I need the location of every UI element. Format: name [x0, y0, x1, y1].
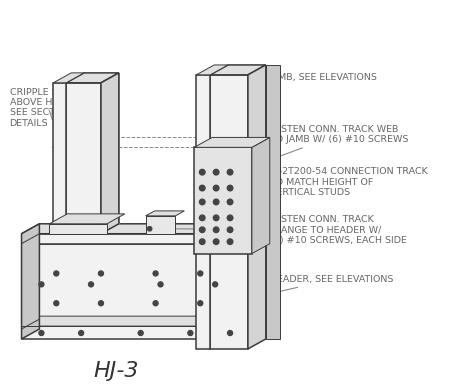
Circle shape [213, 215, 219, 221]
Circle shape [227, 227, 233, 232]
Polygon shape [21, 234, 245, 244]
Polygon shape [21, 224, 39, 339]
Text: CRIPPLE STUDS
ABOVE HEADER,
SEE SECTION
DETAILS: CRIPPLE STUDS ABOVE HEADER, SEE SECTION … [9, 87, 87, 128]
Polygon shape [146, 216, 175, 234]
Polygon shape [53, 73, 84, 83]
Polygon shape [53, 83, 66, 234]
Text: FASTEN CONN. TRACK WEB
TO JAMB W/ (6) #10 SCREWS: FASTEN CONN. TRACK WEB TO JAMB W/ (6) #1… [253, 125, 408, 166]
Circle shape [153, 271, 158, 276]
Circle shape [158, 282, 163, 287]
Polygon shape [210, 75, 248, 349]
Circle shape [54, 271, 59, 276]
Polygon shape [84, 73, 119, 224]
Circle shape [213, 227, 219, 232]
Text: JAMB, SEE ELEVATIONS: JAMB, SEE ELEVATIONS [251, 73, 378, 87]
Polygon shape [146, 211, 184, 216]
Circle shape [99, 271, 103, 276]
Circle shape [198, 301, 203, 306]
Circle shape [147, 227, 152, 231]
Polygon shape [49, 224, 107, 234]
Polygon shape [248, 65, 266, 349]
Polygon shape [21, 234, 263, 244]
Circle shape [200, 199, 205, 205]
Circle shape [188, 330, 193, 336]
Polygon shape [196, 65, 228, 75]
Polygon shape [21, 224, 263, 234]
Circle shape [213, 169, 219, 175]
Circle shape [227, 215, 233, 221]
Circle shape [227, 169, 233, 175]
Circle shape [39, 330, 44, 336]
Circle shape [88, 227, 92, 231]
Text: HJ-3: HJ-3 [93, 361, 138, 381]
Polygon shape [66, 73, 119, 83]
Circle shape [153, 301, 158, 306]
Circle shape [200, 185, 205, 191]
Text: 362T200-54 CONNECTION TRACK
TO MATCH HEIGHT OF
VERTICAL STUDS: 362T200-54 CONNECTION TRACK TO MATCH HEI… [256, 167, 428, 200]
Circle shape [228, 330, 233, 336]
Circle shape [213, 199, 219, 205]
Polygon shape [194, 138, 270, 147]
Polygon shape [21, 316, 263, 326]
Polygon shape [71, 73, 84, 224]
Circle shape [99, 301, 103, 306]
Circle shape [89, 282, 93, 287]
Circle shape [213, 282, 218, 287]
Circle shape [200, 239, 205, 245]
Circle shape [202, 227, 206, 231]
Polygon shape [196, 75, 210, 349]
Circle shape [213, 185, 219, 191]
Circle shape [227, 199, 233, 205]
Text: FASTEN CONN. TRACK
FLANGE TO HEADER W/
(3) #10 SCREWS, EACH SIDE: FASTEN CONN. TRACK FLANGE TO HEADER W/ (… [164, 215, 407, 245]
Circle shape [39, 282, 44, 287]
Polygon shape [210, 65, 266, 75]
Circle shape [200, 227, 205, 232]
Polygon shape [21, 244, 245, 326]
Circle shape [138, 330, 143, 336]
Circle shape [200, 215, 205, 221]
Polygon shape [66, 83, 101, 234]
Circle shape [213, 239, 219, 245]
Circle shape [198, 271, 203, 276]
Polygon shape [49, 214, 125, 224]
Circle shape [227, 239, 233, 245]
Polygon shape [194, 147, 252, 254]
Text: HEADER, SEE ELEVATIONS: HEADER, SEE ELEVATIONS [198, 275, 393, 310]
Circle shape [54, 301, 59, 306]
Polygon shape [21, 326, 245, 339]
Polygon shape [266, 65, 280, 339]
Circle shape [200, 169, 205, 175]
Circle shape [79, 330, 83, 336]
Polygon shape [101, 73, 119, 234]
Polygon shape [252, 138, 270, 254]
Circle shape [227, 185, 233, 191]
